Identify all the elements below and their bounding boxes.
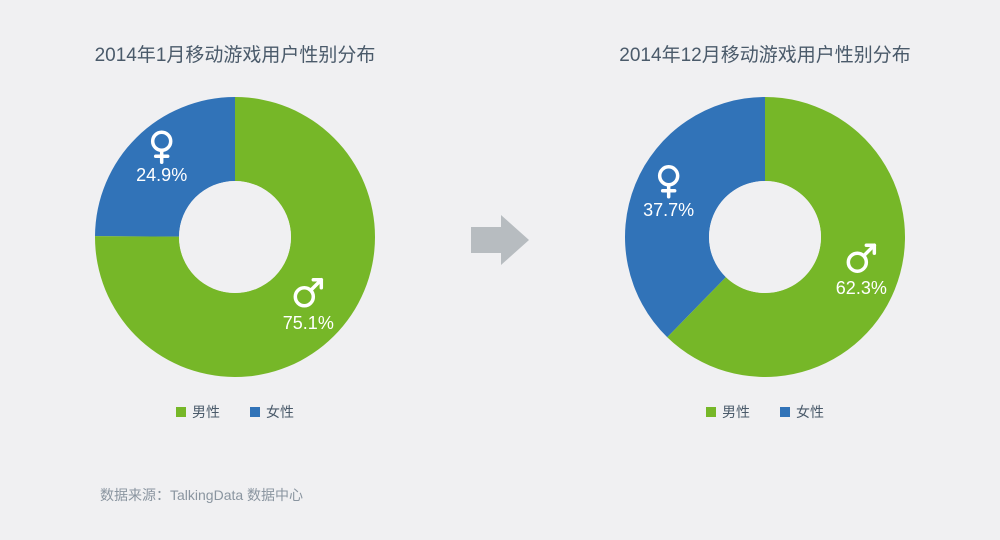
left-donut-chart: 24.9% 75.1%: [95, 97, 375, 377]
right-chart-column: 2014年12月移动游戏用户性别分布 37.7% 62.3% 男性 女性: [555, 40, 975, 422]
left-legend: 男性 女性: [176, 402, 294, 422]
page-container: 2014年1月移动游戏用户性别分布 24.9% 75.1% 男性 女性: [0, 0, 1000, 540]
svg-text:24.9%: 24.9%: [136, 165, 187, 185]
legend-swatch-male: [176, 407, 186, 417]
legend-label-female: 女性: [796, 402, 824, 422]
legend-swatch-female: [780, 407, 790, 417]
charts-row: 2014年1月移动游戏用户性别分布 24.9% 75.1% 男性 女性: [0, 0, 1000, 422]
arrow-icon: [465, 205, 535, 275]
right-chart-title: 2014年12月移动游戏用户性别分布: [619, 40, 910, 67]
legend-item-female: 女性: [780, 402, 824, 422]
right-legend: 男性 女性: [706, 402, 824, 422]
legend-label-female: 女性: [266, 402, 294, 422]
left-chart-title: 2014年1月移动游戏用户性别分布: [95, 40, 376, 67]
legend-label-male: 男性: [192, 402, 220, 422]
svg-text:37.7%: 37.7%: [643, 200, 694, 220]
legend-swatch-female: [250, 407, 260, 417]
legend-swatch-male: [706, 407, 716, 417]
legend-item-female: 女性: [250, 402, 294, 422]
svg-text:75.1%: 75.1%: [283, 313, 334, 333]
arrow-column: [465, 40, 535, 400]
legend-item-male: 男性: [706, 402, 750, 422]
svg-text:62.3%: 62.3%: [836, 278, 887, 298]
legend-item-male: 男性: [176, 402, 220, 422]
legend-label-male: 男性: [722, 402, 750, 422]
left-chart-column: 2014年1月移动游戏用户性别分布 24.9% 75.1% 男性 女性: [25, 40, 445, 422]
data-source-text: 数据来源：TalkingData 数据中心: [100, 485, 303, 505]
right-donut-chart: 37.7% 62.3%: [625, 97, 905, 377]
